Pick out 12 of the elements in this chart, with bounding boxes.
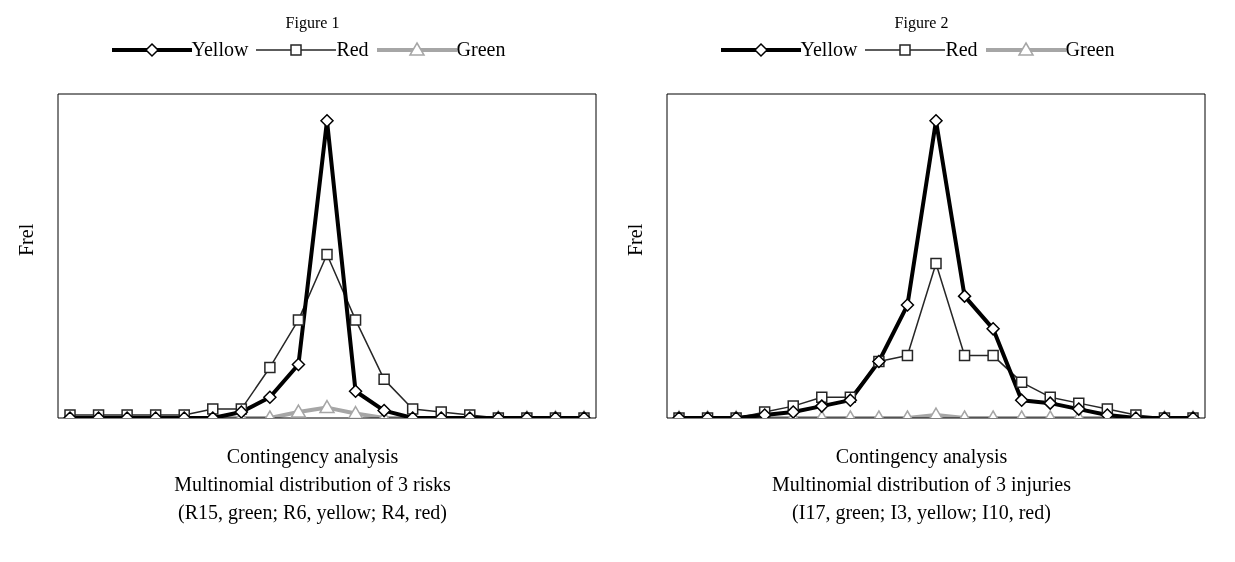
x-axis-title: Contingency analysis Multinomial distribution of 3 injuries (I17, green; I3, yellow; I10, red)	[771, 444, 1072, 526]
legend-label: Green	[1065, 38, 1115, 61]
y-axis-title: Frel	[15, 223, 38, 256]
legend-label: Red	[945, 38, 978, 61]
legend-label: Green	[456, 38, 506, 61]
chart-title: Figure 1	[284, 13, 341, 34]
legend-label: Yellow	[191, 38, 249, 61]
y-axis-title: Frel	[624, 223, 647, 256]
legend-label: Red	[336, 38, 369, 61]
chart-title: Figure 2	[893, 13, 950, 34]
x-axis-title: Contingency analysis Multinomial distribution of 3 risks (R15, green; R6, yellow; R4, red)	[173, 444, 452, 526]
legend-label: Yellow	[800, 38, 858, 61]
